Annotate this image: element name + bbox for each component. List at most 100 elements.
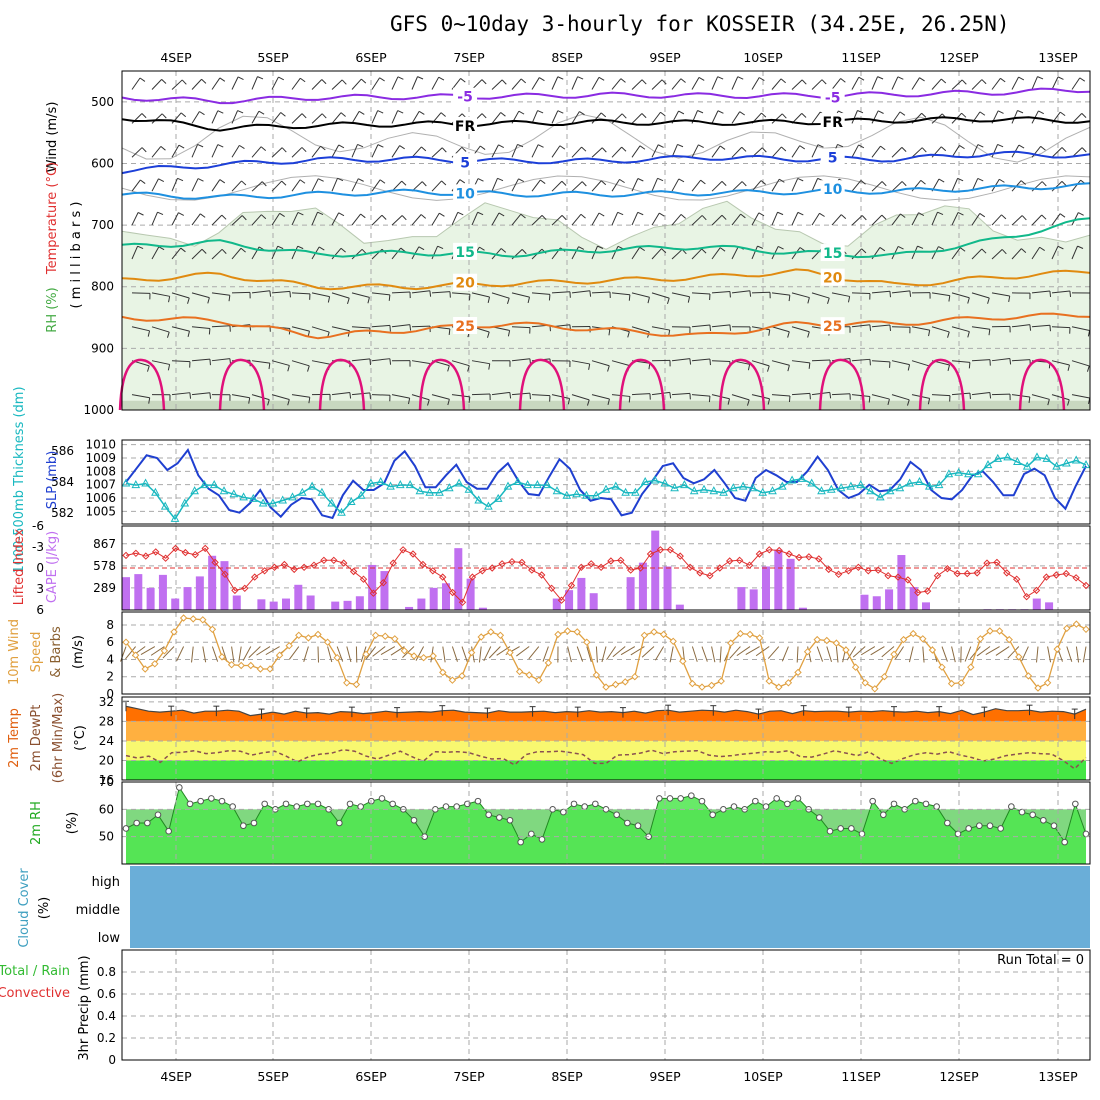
wind-barb [791,145,801,158]
cape-bar [552,598,561,610]
wind10-barb [528,646,540,660]
wind10-barb [248,646,261,658]
wind-barb-flag [181,79,187,85]
isotherm-label-bg [820,88,845,106]
wind-barb [191,144,199,158]
cape-tick: 867 [93,537,116,551]
cape-bar [860,594,869,610]
rh2m-point [410,816,418,824]
lifted-point [191,550,200,559]
wind-barb-flag [559,145,566,150]
wind-barb-flag [1069,290,1072,297]
wind-barb [831,393,851,396]
pressure-tick: 900 [91,341,114,355]
thickness-point [797,473,807,482]
cloud-level-label: high [92,875,120,890]
warm-contour [918,358,966,411]
rh2m-point [314,800,322,808]
wind10-point [842,646,850,654]
wind-barb-flag [457,211,464,216]
wind-barb [871,324,890,328]
wind-barb-flag [347,297,350,305]
wind-barb-flag [541,215,547,221]
wind-barb-flag [421,181,427,187]
wind-barb-flag [887,398,890,406]
wind-barb [591,360,610,367]
isotherm-label-bg [453,153,478,171]
wind-barb-flag [1041,181,1047,187]
wind10-barb [826,646,833,662]
thickness-point [787,475,797,484]
wind-barb [671,358,690,362]
wind-barb [391,291,411,294]
isotherm-label-bg [453,87,478,105]
wind-barb-flag [487,331,490,338]
warm-contour [318,358,366,411]
cape-bar [442,583,450,610]
wind-barb [231,215,243,226]
wind-barb-flag [581,181,587,187]
cape-bar [417,598,426,610]
wind10-barb [176,646,185,662]
wind-barb [951,392,970,396]
wind-barb-flag [199,111,205,116]
wind-barb-flag [981,248,987,254]
thickness-point [954,467,964,476]
rh-label: RH (%) [45,287,60,332]
wind-barb-flag [757,245,764,249]
wind10-point [208,625,217,634]
isotherm-label: 5 [828,150,838,166]
cape-bar [478,607,487,610]
lifted-point [567,581,576,590]
wind-barb [1051,147,1063,158]
cape-bar [306,595,315,610]
wind10-barb [256,646,271,656]
cloud-fill [130,866,1090,948]
wind10-point [170,628,178,636]
wind-barb-flag [209,392,212,399]
wind10-point [640,631,649,640]
wind-barb [531,77,540,90]
wind-barb-flag [1079,77,1086,82]
wind-barb [711,360,731,362]
cape-bar [146,587,155,610]
wind10-point [871,685,879,693]
cape-bar [195,576,204,610]
wind-barb [331,112,342,124]
slp-frame [121,439,1091,525]
wind-barb [911,77,920,90]
wind-barb-flag [498,212,505,217]
wind-barb-flag [320,145,326,151]
wind-barb-flag [498,144,504,149]
wind-barb-flag [477,211,484,216]
wind-barb-flag [361,78,367,84]
rh2m-point [666,795,674,802]
wind10-barb [162,646,175,659]
wind10-point [851,663,860,671]
thickness-label: 1000-500mb Thickness (dm) [12,386,27,573]
rh2m-point [773,795,780,802]
warm-contour [718,358,766,411]
wind-barb-flag [1049,325,1051,332]
thickness-point [582,490,591,499]
wind-barb [931,394,951,397]
wind10-point [899,635,908,644]
wind-barb [851,215,863,226]
rh2m-point [346,800,354,808]
wind-barb [131,77,141,90]
lifted-point [993,558,1001,567]
wind-barb-flag [537,144,544,148]
wind-barb-flag [1028,396,1031,403]
wind-barb-flag [817,144,824,148]
wind-barb [411,76,418,90]
wind-barb [731,76,739,90]
wind-barb [651,248,662,260]
wind10-point [707,681,716,690]
wind-barb-flag [180,247,186,253]
isotherm-label: 15 [455,245,474,261]
wind-barb [831,214,842,226]
wind-barb [191,213,201,226]
wind-barb [171,144,180,158]
wind-barb [371,214,383,226]
wind-barb-flag [520,78,527,84]
